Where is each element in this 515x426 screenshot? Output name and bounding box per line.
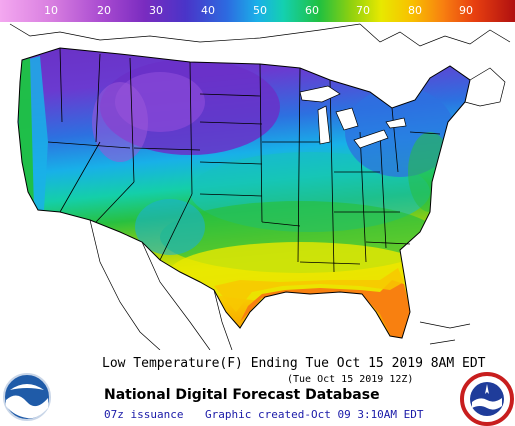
legend-tick-80: 80 [408, 4, 422, 17]
legend-tick-10: 10 [44, 4, 58, 17]
legend-tick-70: 70 [356, 4, 370, 17]
issuance-text: 07z issuance [104, 408, 184, 421]
legend-tick-60: 60 [305, 4, 319, 17]
map-title: Low Temperature(F) Ending Tue Oct 15 201… [102, 356, 486, 371]
temperature-field [18, 48, 470, 338]
great-lakes [299, 85, 407, 149]
temperature-legend-bar: 10 20 30 40 50 60 70 80 90 [0, 0, 515, 22]
nws-logo-icon [460, 372, 514, 426]
map-caption: Low Temperature(F) Ending Tue Oct 15 201… [0, 352, 515, 426]
conus-map-svg [9, 23, 511, 351]
valid-time: (Tue Oct 15 2019 12Z) [287, 374, 414, 385]
graphic-created-text: Graphic created-Oct 09 3:10AM EDT [205, 408, 424, 421]
product-name: National Digital Forecast Database [104, 387, 380, 403]
legend-tick-20: 20 [97, 4, 111, 17]
legend-tick-30: 30 [149, 4, 163, 17]
legend-tick-50: 50 [253, 4, 267, 17]
noaa-logo-icon [3, 373, 51, 421]
state-borders [17, 47, 471, 339]
canada-mexico-outlines [9, 23, 511, 351]
legend-tick-40: 40 [201, 4, 215, 17]
temperature-map [0, 22, 515, 351]
legend-tick-90: 90 [459, 4, 473, 17]
